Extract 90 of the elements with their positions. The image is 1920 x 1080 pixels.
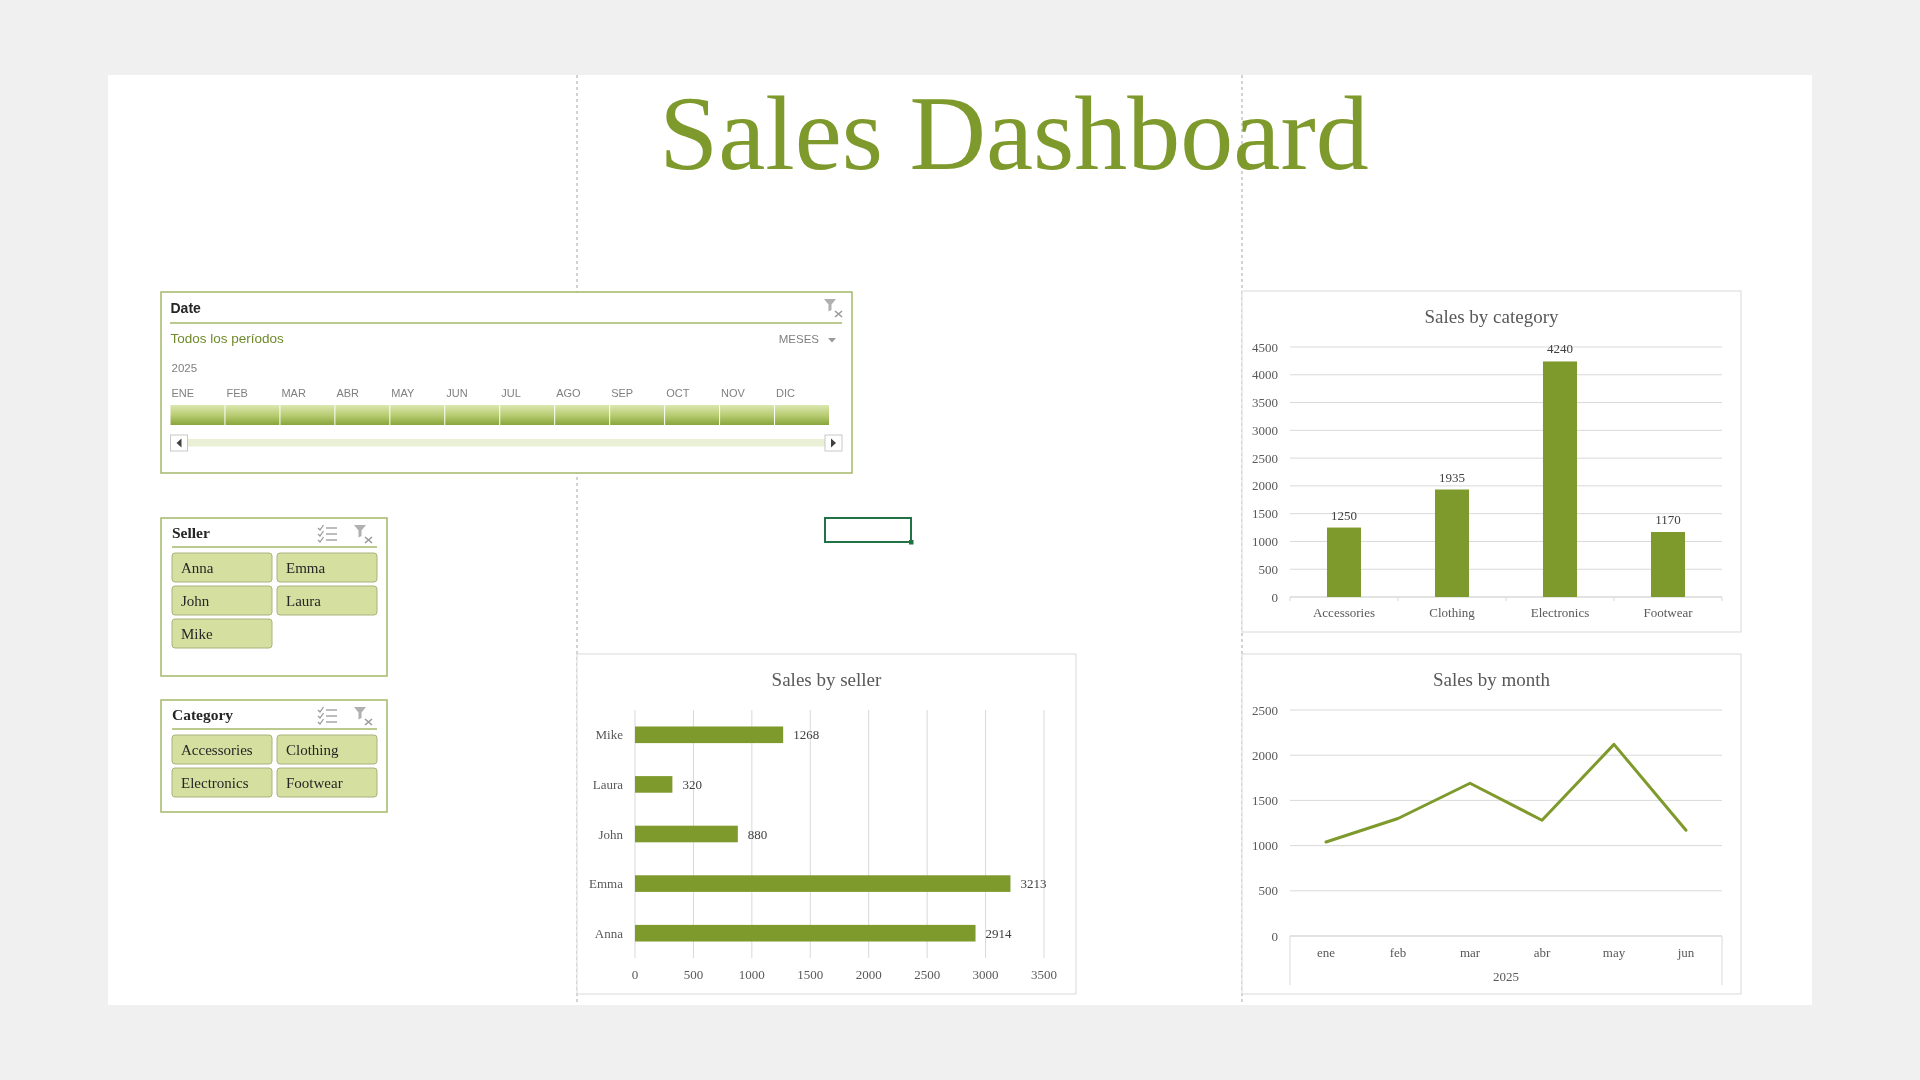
x-tick-label: Clothing (1429, 605, 1476, 620)
slicer-button: Mike (171, 618, 273, 649)
y-tick-label: Emma (589, 876, 624, 892)
text: 2025 (171, 362, 198, 374)
y-tick-label: 1000 (1252, 533, 1278, 549)
y-tick-label: 1500 (1252, 506, 1278, 522)
x-tick-label: feb (1389, 945, 1407, 960)
x-tick-label: Accessories (1312, 605, 1376, 620)
x-tick-label: 1000 (738, 967, 765, 982)
bar (1650, 532, 1686, 597)
bar (1434, 489, 1470, 597)
data-label: 3213 (1020, 876, 1047, 892)
text: NOV (721, 386, 746, 399)
data-label: 1935 (1439, 469, 1465, 485)
y-tick-label: Anna (594, 925, 624, 941)
text: Sales Dashboard (659, 75, 1369, 192)
chart-title: Sales by month (1432, 669, 1551, 690)
y-tick-label: 2000 (1252, 478, 1278, 494)
line-series (1324, 742, 1688, 844)
y-tick-label: 2500 (1252, 702, 1278, 718)
slicer-button: Emma (276, 552, 378, 583)
text: MAY (391, 386, 416, 399)
text: Category (172, 706, 234, 723)
slicer-button: Footwear (276, 767, 378, 798)
y-tick-label: 0 (1271, 589, 1278, 605)
text: ENE (171, 386, 195, 399)
slicer-button: Laura (276, 585, 378, 616)
x-tick-label: jun (1676, 945, 1695, 960)
y-tick-label: 2500 (1252, 450, 1278, 466)
x-tick-label: Electronics (1530, 605, 1590, 620)
text: SEP (611, 386, 634, 399)
y-tick-label: 1000 (1252, 838, 1278, 854)
y-tick-label: 2000 (1252, 747, 1278, 763)
x-tick-label: Footwear (1643, 605, 1694, 620)
x-tick-label: 1500 (797, 967, 824, 982)
data-label: 2914 (985, 925, 1013, 941)
y-tick-label: Laura (592, 776, 624, 792)
y-tick-label: 0 (1271, 928, 1278, 944)
bar (635, 825, 738, 843)
x-tick-label: 3000 (972, 967, 999, 982)
slicer-button: Accessories (171, 734, 273, 765)
bar (1326, 527, 1362, 597)
data-label: 1268 (793, 727, 820, 743)
slicer-button: John (171, 585, 273, 616)
bar (635, 924, 976, 942)
x-tick-label: 2500 (914, 967, 941, 982)
text: Date (170, 300, 202, 316)
data-label: 880 (747, 826, 768, 842)
text: Todos los períodos (170, 331, 285, 346)
slicer-button: Clothing (276, 734, 378, 765)
x-tick-label: 500 (683, 967, 704, 982)
text: FEB (226, 386, 248, 399)
x-tick-label: ene (1316, 945, 1336, 960)
x-tick-label: 2000 (855, 967, 882, 982)
slicer-button: Electronics (171, 767, 273, 798)
x-tick-label: 0 (631, 967, 639, 982)
data-label: 1170 (1655, 512, 1681, 527)
bar (1542, 361, 1578, 597)
chart-title: Sales by seller (771, 669, 883, 690)
x-tick-label: mar (1459, 945, 1481, 960)
text: MAR (281, 386, 306, 399)
y-tick-label: 4500 (1252, 339, 1278, 355)
y-tick-label: 3500 (1252, 395, 1278, 411)
slicer-button: Anna (171, 552, 273, 583)
y-tick-label: 4000 (1252, 367, 1278, 383)
y-tick-label: 500 (1258, 883, 1278, 899)
chart-title: Sales by category (1424, 306, 1559, 327)
data-label: 1250 (1331, 507, 1357, 523)
y-tick-label: 500 (1258, 561, 1278, 577)
bar (635, 726, 784, 744)
data-label: 4240 (1547, 341, 1573, 357)
text: DIC (776, 386, 796, 399)
x-tick-label: 3500 (1031, 967, 1057, 982)
data-label: 320 (682, 776, 702, 792)
text: JUN (446, 386, 468, 399)
bar (635, 776, 673, 793)
text: MESES (778, 333, 820, 345)
text: OCT (666, 386, 690, 399)
text: JUL (501, 386, 521, 399)
y-tick-label: John (598, 826, 624, 842)
text: AGO (556, 386, 582, 399)
y-tick-label: Mike (595, 727, 624, 743)
text: ABR (336, 386, 360, 399)
text: Seller (172, 524, 210, 541)
y-tick-label: 3000 (1252, 422, 1278, 438)
bar (635, 875, 1011, 892)
x-tick-label: may (1602, 945, 1626, 960)
y-tick-label: 1500 (1252, 792, 1278, 808)
x-tick-label: abr (1533, 945, 1551, 960)
x-axis-title: 2025 (1493, 969, 1519, 984)
